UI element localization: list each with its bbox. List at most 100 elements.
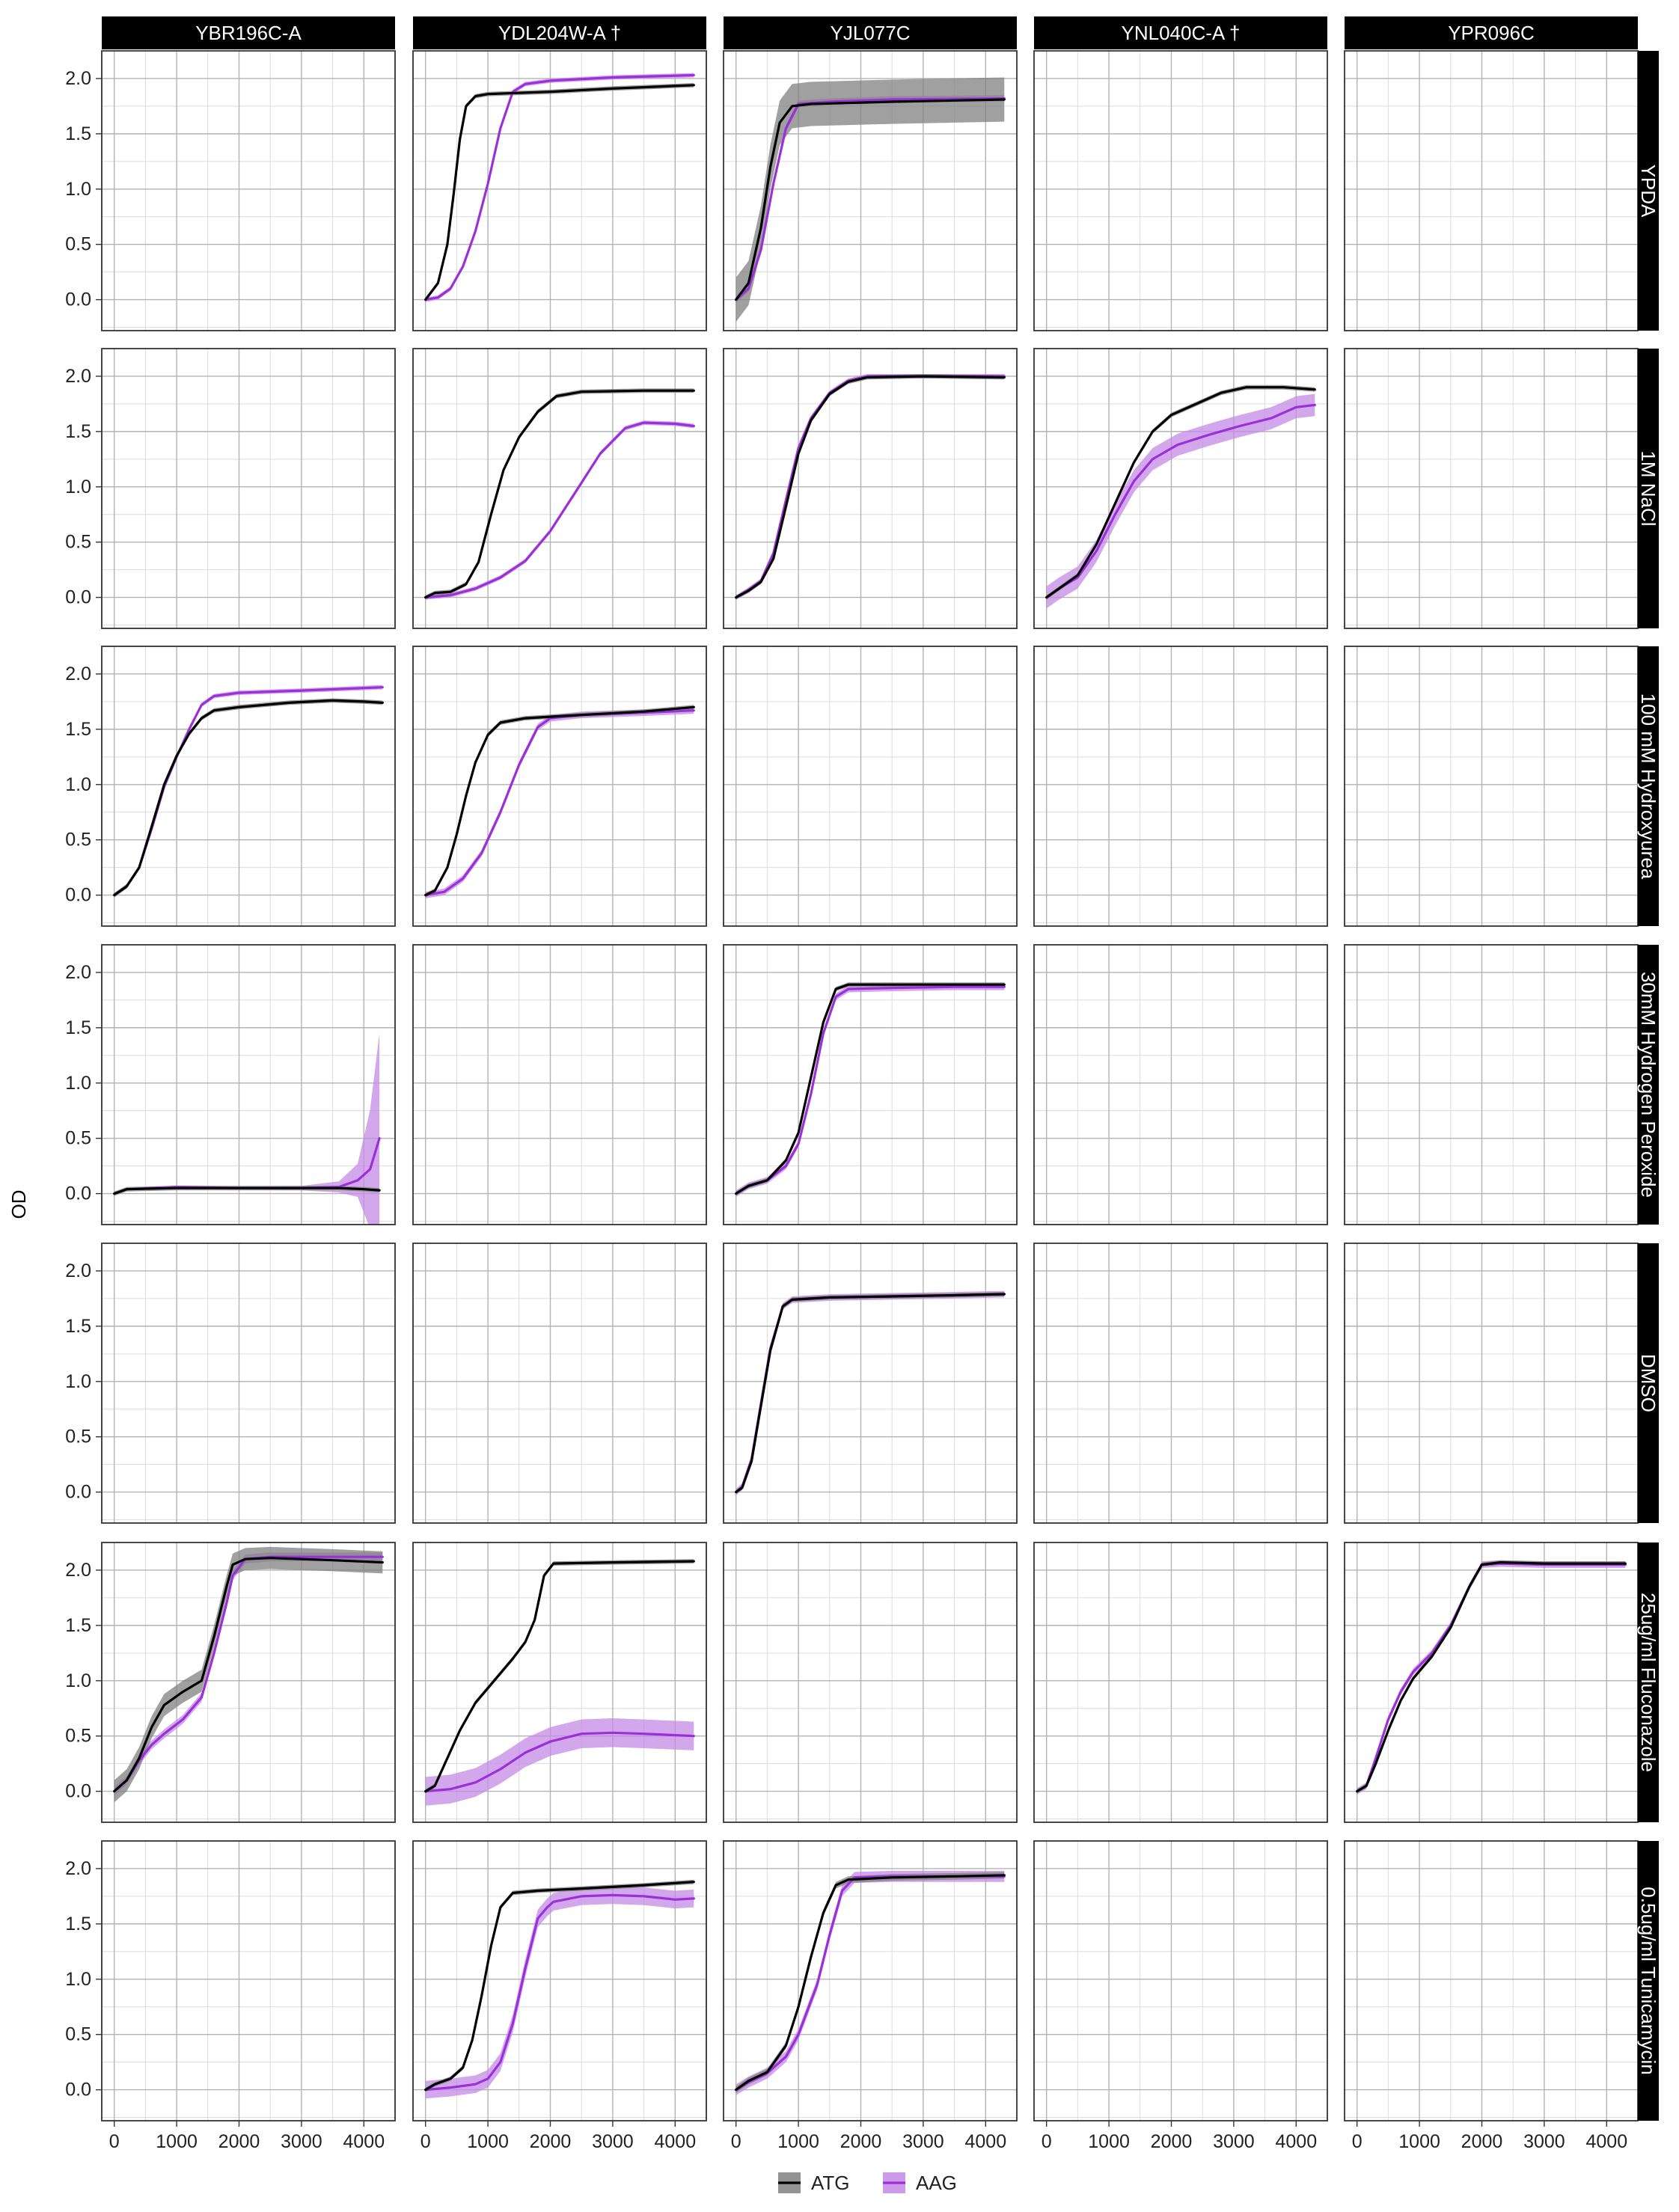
panel-background [1034,51,1327,331]
panel-r5-c2 [724,1542,1017,1822]
panel-r2-c4 [1345,646,1638,926]
panel-series-r2-c0 [113,684,384,898]
row-strip-label: DMSO [1637,1354,1660,1412]
panel-r1-c4 [1345,349,1638,628]
panel-series-r0-c2 [735,77,1006,322]
x-tick-label: 3000 [1213,2131,1255,2152]
y-tick-label: 0.5 [65,1427,91,1447]
panel-r0-c3 [1034,51,1327,331]
y-tick-label: 1.0 [65,1969,91,1990]
panel-series-r3-c0 [113,1033,381,1225]
y-tick-label: 1.0 [65,477,91,497]
ribbon-atg [735,77,1005,322]
x-tick-label: 1000 [1088,2131,1130,2152]
panel-border [412,50,707,331]
panel-border [412,1243,707,1524]
panel-border [101,944,396,1225]
panel-series-r6-c2 [735,1870,1006,2095]
panel-border [1033,646,1328,927]
series-line-atg [1045,386,1316,599]
y-tick-label: 2.0 [65,1560,91,1581]
x-tick-label: 4000 [964,2131,1006,2152]
column-strip-label: YDL204W-A † [498,22,621,44]
panel-r4-c1 [413,1243,706,1523]
panel-series-r1-c1 [424,388,695,600]
series-line-aag [1045,403,1316,599]
panel-series-r1-c2 [735,374,1006,600]
column-strip [724,16,1017,49]
y-tick-label: 1.5 [65,123,91,144]
row-strip [1638,1243,1659,1523]
column-strip-label: YBR196C-A [195,22,302,44]
x-tick-label: 4000 [1585,2131,1627,2152]
panel-r0-c1 [413,51,706,331]
y-tick-label: 0.0 [65,289,91,310]
panel-background [102,1243,395,1523]
column-strip-label: YNL040C-A † [1122,22,1241,44]
series-line-atg [424,84,695,301]
x-tick-label: 0 [1352,2131,1363,2152]
y-tick-label: 0.0 [65,1183,91,1204]
x-tick-label: 4000 [1275,2131,1317,2152]
y-tick-label: 2.0 [65,664,91,684]
panel-r1-c2 [724,349,1017,628]
row-strip-label: 100 mM Hydroxyurea [1637,693,1660,880]
panel-r1-c3 [1034,349,1327,628]
series-line-aag [735,97,1006,301]
x-tick-label: 4000 [343,2131,385,2152]
y-tick-label: 0.5 [65,830,91,851]
series-line-atg [424,1881,695,2092]
x-tick-label: 2000 [218,2131,260,2152]
panel-border [1033,1243,1328,1524]
ribbon-aag [425,1886,694,2099]
panel-r6-c3 [1034,1841,1327,2121]
series-line-atg [735,983,1006,1195]
panel-series-r2-c1 [424,705,695,898]
row-strip [1638,1841,1659,2121]
panel-r0-c4 [1345,51,1638,331]
panel-r6-c0 [102,1841,395,2121]
y-tick-label: 2.0 [65,1260,91,1281]
y-tick-label: 0.0 [65,587,91,608]
ribbon-aag [1046,393,1315,609]
x-tick-label: 3000 [1523,2131,1565,2152]
panel-background [413,51,706,331]
panel-border [101,1840,396,2121]
ribbon-atg [735,1872,1005,2093]
panel-series-r6-c1 [424,1879,695,2099]
y-tick-label: 0.5 [65,1128,91,1149]
y-tick-label: 0.0 [65,1781,91,1802]
panel-background [1034,945,1327,1225]
panel-background [1345,1243,1638,1523]
panel-border [1033,348,1328,629]
series-line-atg [735,375,1006,599]
x-tick-label: 0 [420,2131,431,2152]
y-tick-label: 1.5 [65,1914,91,1934]
row-strip-label: YPDA [1637,165,1660,218]
column-strip [1034,16,1327,49]
column-strip-label: YJL077C [831,22,911,44]
y-tick-label: 1.0 [65,1073,91,1094]
panel-background [1345,945,1638,1225]
panel-border [723,944,1018,1225]
y-tick-label: 0.5 [65,2024,91,2045]
panel-r0-c0 [102,51,395,331]
panel-series-r5-c0 [113,1546,384,1803]
panel-background [1345,646,1638,926]
panel-border [1033,50,1328,331]
panel-r4-c4 [1345,1243,1638,1523]
column-strip [413,16,706,49]
y-tick-label: 0.0 [65,2080,91,2101]
panel-r5-c0 [102,1542,395,1822]
panel-series-r1-c3 [1045,385,1316,609]
series-line-aag [424,73,695,301]
panel-border [412,348,707,629]
panel-background [724,349,1017,628]
row-strip [1638,646,1659,926]
x-tick-label: 2000 [530,2131,572,2152]
y-tick-label: 1.0 [65,1371,91,1392]
y-tick-label: 0.0 [65,1482,91,1503]
row-strip [1638,945,1659,1225]
